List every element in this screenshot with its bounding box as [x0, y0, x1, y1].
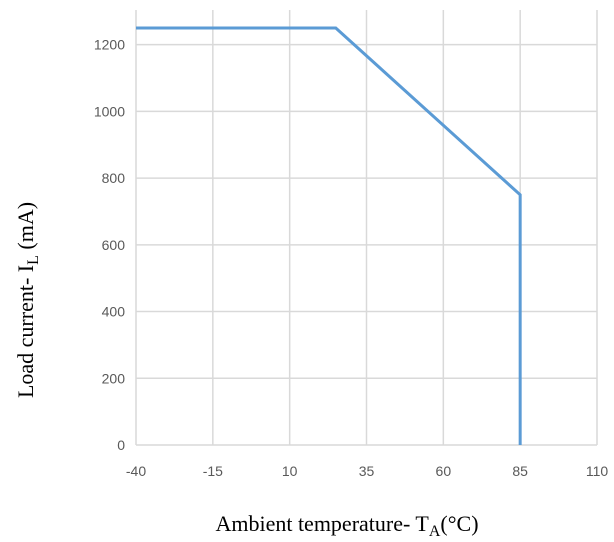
y-tick-label: 1200 [94, 37, 125, 53]
grid-layer [135, 10, 598, 446]
x-axis-title-subscript: A [429, 523, 441, 540]
y-tick-label: 800 [102, 170, 126, 186]
x-axis-title-main: Ambient temperature- T [215, 511, 429, 536]
x-tick-label: 10 [282, 463, 298, 479]
x-axis-title-unit: (°C) [440, 511, 478, 536]
tick-label-layer: 0 200 400 600 800 1000 1200 -40 -15 10 35 60 85 110 [94, 37, 609, 479]
series-line-derating-curve [136, 26, 522, 445]
x-tick-label: -15 [203, 463, 223, 479]
y-tick-label: 0 [117, 437, 125, 453]
x-tick-label: 35 [359, 463, 375, 479]
x-tick-label: 85 [512, 463, 528, 479]
y-axis-title: Load current- IL (mA) [13, 202, 42, 398]
y-axis-title-subscript: L [25, 255, 42, 265]
x-tick-label: -40 [126, 463, 146, 479]
x-tick-label: 110 [586, 463, 609, 479]
x-tick-label: 60 [436, 463, 452, 479]
y-tick-label: 200 [102, 370, 126, 386]
x-axis-title: Ambient temperature- TA(°C) [215, 511, 478, 540]
y-tick-label: 1000 [94, 103, 125, 119]
series-layer [136, 26, 522, 445]
y-tick-label: 400 [102, 304, 126, 320]
y-axis-title-unit: (mA) [13, 202, 38, 255]
y-axis-title-main: Load current- I [13, 265, 38, 398]
y-tick-label: 600 [102, 237, 126, 253]
